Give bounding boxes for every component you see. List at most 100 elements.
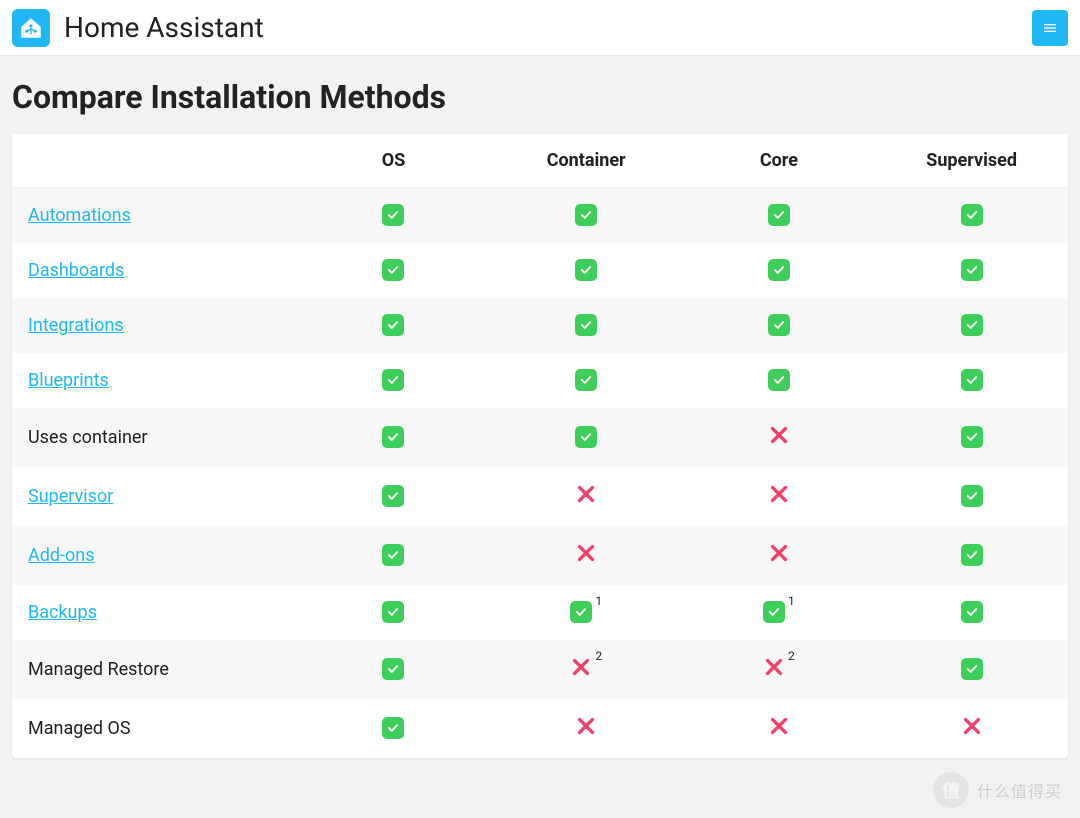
value-cell: 1 (683, 585, 876, 640)
feature-cell: Add-ons (12, 526, 297, 585)
check-icon (382, 369, 404, 391)
comparison-table-card: OS Container Core Supervised Automations… (12, 134, 1068, 758)
feature-cell: Backups (12, 585, 297, 640)
feature-link[interactable]: Supervisor (28, 486, 113, 507)
value-cell (297, 467, 490, 526)
check-icon (575, 314, 597, 336)
check-icon (382, 259, 404, 281)
value-cell (490, 526, 683, 585)
hamburger-icon (1042, 20, 1058, 36)
value-cell (875, 585, 1068, 640)
table-row: Supervisor (12, 467, 1068, 526)
comparison-table: OS Container Core Supervised Automations… (12, 134, 1068, 758)
feature-cell: Dashboards (12, 243, 297, 298)
check-icon (570, 601, 592, 623)
feature-cell: Managed Restore (12, 640, 297, 699)
topbar: Home Assistant (0, 0, 1080, 56)
cross-icon (575, 542, 597, 564)
value-cell (490, 188, 683, 244)
feature-link[interactable]: Backups (28, 602, 97, 623)
value-cell (875, 526, 1068, 585)
value-cell (297, 585, 490, 640)
check-icon (961, 426, 983, 448)
cross-icon (768, 542, 790, 564)
check-icon (382, 426, 404, 448)
cross-icon (763, 656, 785, 678)
value-cell (875, 353, 1068, 408)
value-cell (490, 408, 683, 467)
table-row: Backups11 (12, 585, 1068, 640)
watermark: 值 什么值得买 (933, 772, 1062, 808)
feature-text: Managed Restore (28, 659, 169, 680)
table-row: Automations (12, 188, 1068, 244)
value-cell (875, 298, 1068, 353)
check-icon (768, 314, 790, 336)
table-row: Add-ons (12, 526, 1068, 585)
header-core: Core (683, 134, 876, 188)
feature-link[interactable]: Blueprints (28, 370, 109, 391)
page-content: Compare Installation Methods OS Containe… (0, 56, 1080, 770)
value-cell (297, 243, 490, 298)
feature-text: Managed OS (28, 718, 131, 739)
value-cell (490, 699, 683, 758)
menu-button[interactable] (1032, 10, 1068, 46)
header-os: OS (297, 134, 490, 188)
header-supervised: Supervised (875, 134, 1068, 188)
check-icon (382, 717, 404, 739)
value-cell: 2 (490, 640, 683, 699)
value-cell (297, 408, 490, 467)
cross-icon (575, 715, 597, 737)
brand-title: Home Assistant (64, 11, 264, 44)
feature-link[interactable]: Automations (28, 205, 131, 226)
footnote-marker: 2 (788, 650, 795, 662)
value-cell (490, 298, 683, 353)
check-icon (575, 259, 597, 281)
value-cell (297, 188, 490, 244)
feature-link[interactable]: Dashboards (28, 260, 124, 281)
check-icon (382, 601, 404, 623)
check-icon (768, 369, 790, 391)
check-icon (763, 601, 785, 623)
cross-icon (961, 715, 983, 737)
cross-icon (768, 424, 790, 446)
header-container: Container (490, 134, 683, 188)
table-row: Integrations (12, 298, 1068, 353)
page-title: Compare Installation Methods (12, 78, 1068, 116)
value-cell (490, 353, 683, 408)
check-icon (768, 259, 790, 281)
value-cell (683, 243, 876, 298)
check-icon (961, 658, 983, 680)
watermark-badge: 值 (933, 772, 969, 808)
table-header-row: OS Container Core Supervised (12, 134, 1068, 188)
value-cell (297, 298, 490, 353)
feature-text: Uses container (28, 427, 148, 448)
feature-link[interactable]: Add-ons (28, 545, 95, 566)
value-cell (490, 243, 683, 298)
cross-icon (575, 483, 597, 505)
check-icon (575, 204, 597, 226)
logo-icon (12, 9, 50, 47)
check-icon (382, 204, 404, 226)
value-cell (875, 188, 1068, 244)
value-cell (875, 467, 1068, 526)
table-row: Blueprints (12, 353, 1068, 408)
footnote-marker: 1 (788, 595, 795, 607)
feature-cell: Uses container (12, 408, 297, 467)
value-cell (297, 353, 490, 408)
value-cell (683, 408, 876, 467)
value-cell (683, 699, 876, 758)
header-feature (12, 134, 297, 188)
value-cell (875, 640, 1068, 699)
check-icon (961, 369, 983, 391)
feature-link[interactable]: Integrations (28, 315, 124, 336)
value-cell (297, 526, 490, 585)
feature-cell: Supervisor (12, 467, 297, 526)
value-cell (875, 408, 1068, 467)
value-cell (683, 188, 876, 244)
check-icon (382, 314, 404, 336)
value-cell (297, 699, 490, 758)
feature-cell: Managed OS (12, 699, 297, 758)
value-cell (875, 243, 1068, 298)
table-row: Managed Restore 2 2 (12, 640, 1068, 699)
value-cell (490, 467, 683, 526)
